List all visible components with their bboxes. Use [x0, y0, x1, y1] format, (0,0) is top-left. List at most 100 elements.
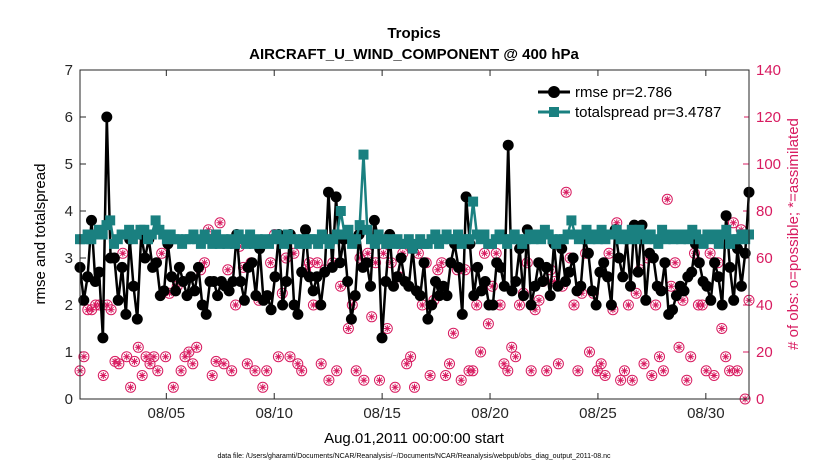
rmse-point: [361, 257, 373, 269]
legend-box: [532, 78, 744, 122]
obs-circle: [521, 257, 533, 269]
footnote: data file: /Users/gharamti/Documents/NCA…: [217, 453, 611, 460]
obs-circle: [482, 318, 494, 330]
obs-circle: [97, 370, 109, 381]
rmse-point: [131, 313, 143, 325]
x-tick-label: 08/15: [363, 405, 401, 422]
rmse-point: [368, 214, 380, 226]
rmse-point: [128, 280, 139, 292]
obs-circle: [455, 374, 467, 386]
obs-asterisk: [667, 282, 675, 290]
obs-asterisk: [671, 259, 679, 267]
spread-point: [313, 238, 324, 249]
obs-point: [471, 299, 483, 311]
obs-circle: [296, 365, 308, 377]
obs-asterisk: [484, 320, 492, 328]
rmse-point: [625, 280, 636, 292]
rmse-point: [724, 261, 736, 273]
obs-asterisk: [294, 360, 302, 368]
obs-point: [113, 358, 125, 370]
rmse-point: [705, 294, 717, 306]
obs-point: [366, 311, 378, 323]
obs-point: [619, 365, 630, 377]
obs-point: [284, 351, 296, 363]
rmse-point: [632, 266, 644, 278]
spread-point: [241, 238, 252, 249]
obs-asterisk: [177, 367, 185, 375]
obs-asterisk: [360, 376, 368, 384]
rmse-point: [659, 257, 671, 269]
spread-point: [146, 229, 157, 240]
rmse-point: [97, 332, 109, 344]
obs-circle: [630, 287, 642, 299]
spread-point: [230, 238, 240, 249]
obs-point: [191, 341, 203, 353]
obs-asterisk: [103, 301, 111, 309]
obs-circle: [727, 217, 739, 229]
obs-circle: [638, 358, 650, 370]
y-right-tick-label: 100: [756, 156, 781, 173]
rmse-point: [735, 280, 747, 292]
spread-point: [611, 224, 622, 235]
rmse-point: [120, 308, 132, 320]
rmse-point: [170, 285, 182, 297]
rmse-point: [426, 299, 438, 311]
spread-point: [279, 238, 290, 249]
rmse-point: [456, 308, 468, 320]
obs-circle: [284, 351, 296, 363]
rmse-point: [288, 299, 300, 311]
rmse-point: [89, 276, 101, 287]
obs-point: [584, 346, 595, 358]
obs-asterisk: [729, 219, 737, 227]
obs-circle: [401, 358, 413, 370]
obs-circle: [502, 365, 514, 377]
rmse-point: [537, 276, 549, 287]
rmse-point: [108, 252, 120, 264]
x-tick-label: 08/25: [579, 405, 617, 422]
x-tick-label: 08/30: [687, 405, 725, 422]
obs-asterisk: [418, 301, 426, 309]
spread-point: [195, 238, 206, 249]
obs-point: [479, 247, 490, 259]
obs-circle: [331, 365, 343, 377]
rmse-point: [667, 304, 678, 316]
obs-circle: [132, 341, 144, 353]
obs-asterisk: [698, 301, 706, 309]
obs-point: [498, 358, 510, 370]
obs-point: [646, 370, 658, 381]
obs-circle: [432, 264, 444, 276]
rmse-point: [246, 257, 258, 269]
obs-asterisk: [166, 289, 173, 297]
obs-point: [342, 323, 354, 334]
obs-asterisk: [259, 383, 267, 391]
obs-asterisk: [337, 282, 345, 290]
obs-asterisk: [733, 367, 741, 375]
obs-asterisk: [554, 360, 562, 368]
rmse-point: [502, 139, 514, 151]
spread-point: [592, 234, 603, 245]
obs-asterisk: [469, 367, 477, 375]
rmse-point: [101, 111, 113, 123]
obs-point: [716, 323, 728, 334]
obs-point: [622, 299, 634, 311]
legend: rmse pr=2.786 totalspread pr=3.4787: [532, 78, 744, 122]
obs-point: [572, 365, 584, 377]
obs-asterisk: [181, 353, 189, 361]
obs-circle: [230, 299, 242, 311]
obs-asterisk: [434, 266, 442, 274]
obs-asterisk: [127, 383, 135, 391]
obs-point: [167, 381, 179, 393]
rmse-point: [712, 271, 724, 283]
obs-asterisk: [263, 367, 271, 375]
obs-point: [296, 365, 308, 377]
obs-circle: [191, 341, 203, 353]
obs-circle: [440, 370, 452, 381]
obs-point: [125, 381, 137, 393]
obs-point: [323, 374, 335, 386]
obs-asterisk: [675, 343, 683, 351]
obs-asterisk: [659, 367, 667, 375]
rmse-point: [307, 285, 319, 297]
obs-circle: [315, 358, 327, 370]
obs-asterisk: [286, 353, 294, 361]
obs-asterisk: [632, 289, 640, 297]
